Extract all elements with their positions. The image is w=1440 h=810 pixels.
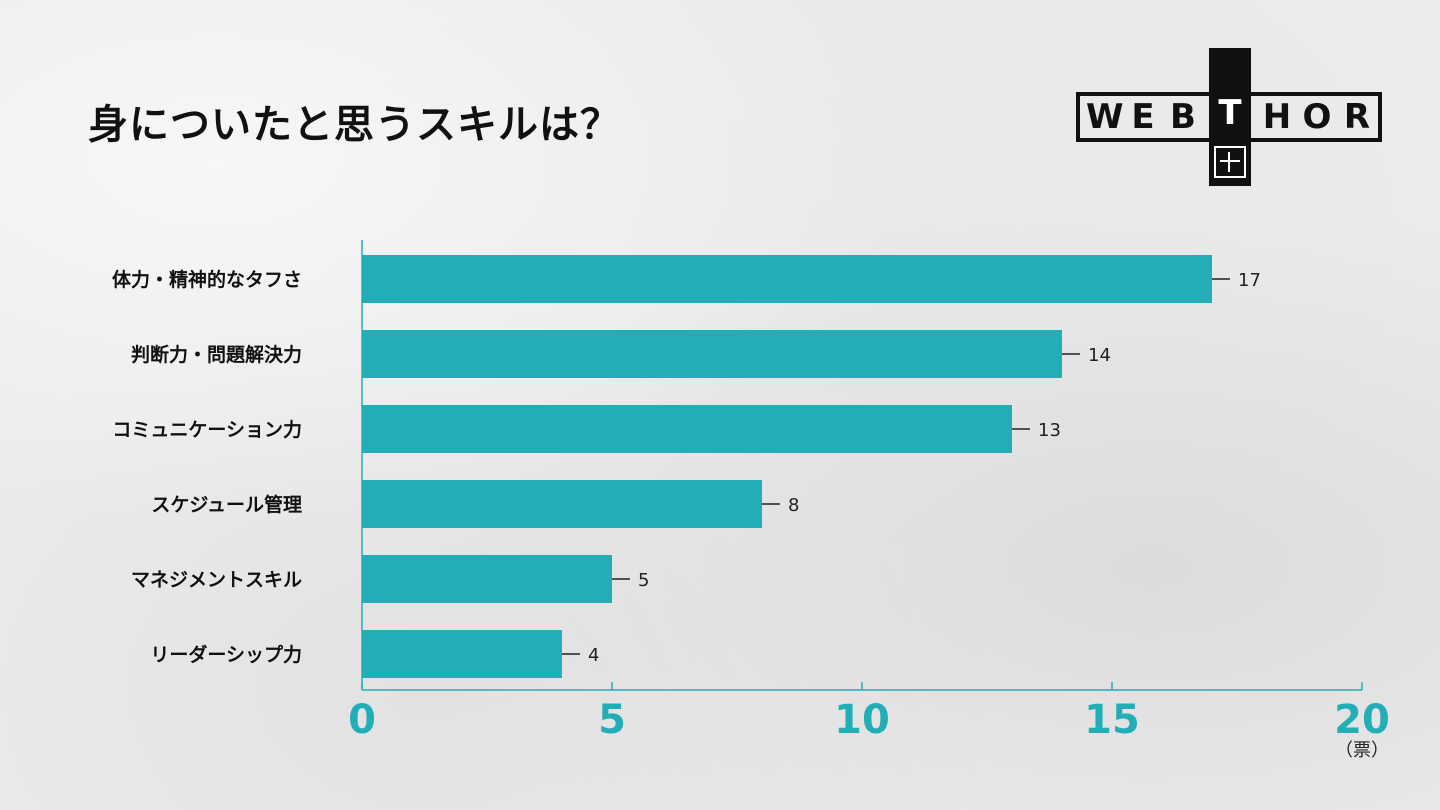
bar [362, 330, 1062, 378]
x-tick-label: 15 [1084, 697, 1140, 743]
bar [362, 405, 1012, 453]
logo-stamp-icon [1214, 146, 1246, 178]
logo-letter: W [1086, 97, 1124, 137]
logo-letter: E [1131, 97, 1155, 137]
logo-letter: H [1262, 97, 1292, 137]
x-tick-label: 10 [834, 697, 890, 743]
webthor-logo: W E B H O R T [1076, 48, 1382, 186]
logo-letter: O [1302, 97, 1332, 137]
bar [362, 255, 1212, 303]
x-tick-label: 20 [1334, 697, 1390, 743]
data-label: 13 [1038, 420, 1061, 441]
data-label: 14 [1088, 345, 1111, 366]
category-label: スケジュール管理 [151, 493, 302, 516]
category-label: 判断力・問題解決力 [131, 343, 302, 366]
x-tick-label: 0 [348, 697, 376, 743]
bar [362, 480, 762, 528]
data-label: 8 [788, 495, 799, 516]
data-label: 4 [588, 645, 599, 666]
logo-letter: B [1170, 97, 1196, 137]
category-label: コミュニケーション力 [112, 418, 302, 441]
logo-letter: T [1218, 93, 1242, 133]
category-label: 体力・精神的なタフさ [112, 268, 302, 291]
bar [362, 630, 562, 678]
logo-vertical-bar: T [1209, 48, 1251, 186]
x-unit-label: （票） [1335, 740, 1389, 761]
category-label: リーダーシップ力 [150, 643, 302, 666]
page-title: 身についたと思うスキルは？ [88, 102, 621, 148]
data-label: 17 [1238, 270, 1261, 291]
category-label: マネジメントスキル [131, 569, 302, 591]
data-label: 5 [638, 570, 649, 591]
bar [362, 555, 612, 603]
x-tick-label: 5 [598, 697, 626, 743]
logo-letter: R [1343, 97, 1371, 137]
